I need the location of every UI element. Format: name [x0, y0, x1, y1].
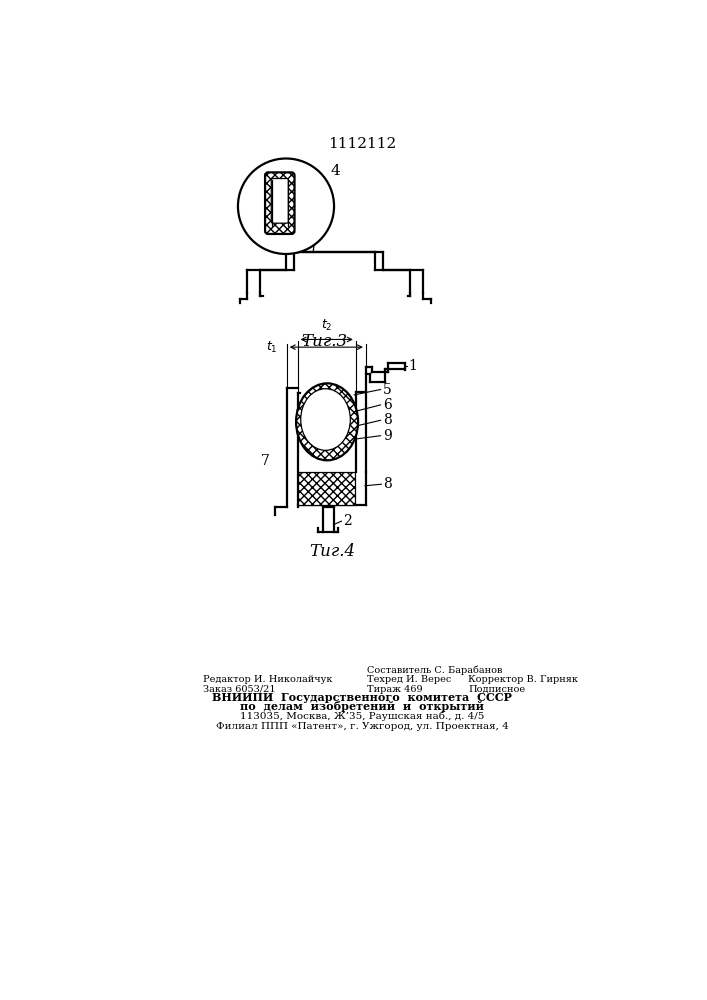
Ellipse shape: [296, 383, 358, 460]
Text: Заказ 6053/21: Заказ 6053/21: [203, 685, 276, 694]
Text: Техред И. Верес: Техред И. Верес: [368, 675, 452, 684]
Text: 7: 7: [261, 454, 270, 468]
FancyBboxPatch shape: [265, 172, 295, 234]
Text: 5: 5: [383, 382, 392, 396]
Text: 113035, Москва, Ж’35, Раушская наб., д. 4/5: 113035, Москва, Ж’35, Раушская наб., д. …: [240, 712, 484, 721]
Text: по  делам  изобретений  и  открытий: по делам изобретений и открытий: [240, 701, 484, 712]
Text: Τиг.4: Τиг.4: [310, 544, 356, 560]
Text: 2: 2: [343, 514, 351, 528]
Text: $t_2$: $t_2$: [321, 318, 332, 333]
FancyBboxPatch shape: [271, 179, 288, 223]
Circle shape: [238, 158, 334, 254]
Text: ВНИИПИ  Государственного  комитета  СССР: ВНИИПИ Государственного комитета СССР: [212, 692, 512, 703]
Text: Редактор И. Николайчук: Редактор И. Николайчук: [203, 675, 332, 684]
Text: Тираж 469: Тираж 469: [368, 685, 423, 694]
Bar: [298, 472, 355, 505]
Bar: [298, 472, 355, 505]
Text: 9: 9: [383, 429, 392, 443]
Text: 6: 6: [383, 398, 392, 412]
Text: $t_1$: $t_1$: [266, 340, 277, 355]
Text: 4: 4: [330, 164, 340, 178]
Text: 1: 1: [409, 359, 417, 373]
Text: Корректор В. Гирняк: Корректор В. Гирняк: [468, 675, 578, 684]
Text: Филиал ППП «Патент», г. Ужгород, ул. Проектная, 4: Филиал ППП «Патент», г. Ужгород, ул. Про…: [216, 722, 508, 731]
Ellipse shape: [300, 389, 351, 450]
Text: 8: 8: [383, 413, 392, 427]
Text: Составитель С. Барабанов: Составитель С. Барабанов: [368, 666, 503, 675]
Text: Τиг.3: Τиг.3: [302, 333, 348, 350]
Text: 8: 8: [383, 477, 392, 491]
Text: Подписное: Подписное: [468, 685, 525, 694]
Text: 1112112: 1112112: [328, 137, 396, 151]
